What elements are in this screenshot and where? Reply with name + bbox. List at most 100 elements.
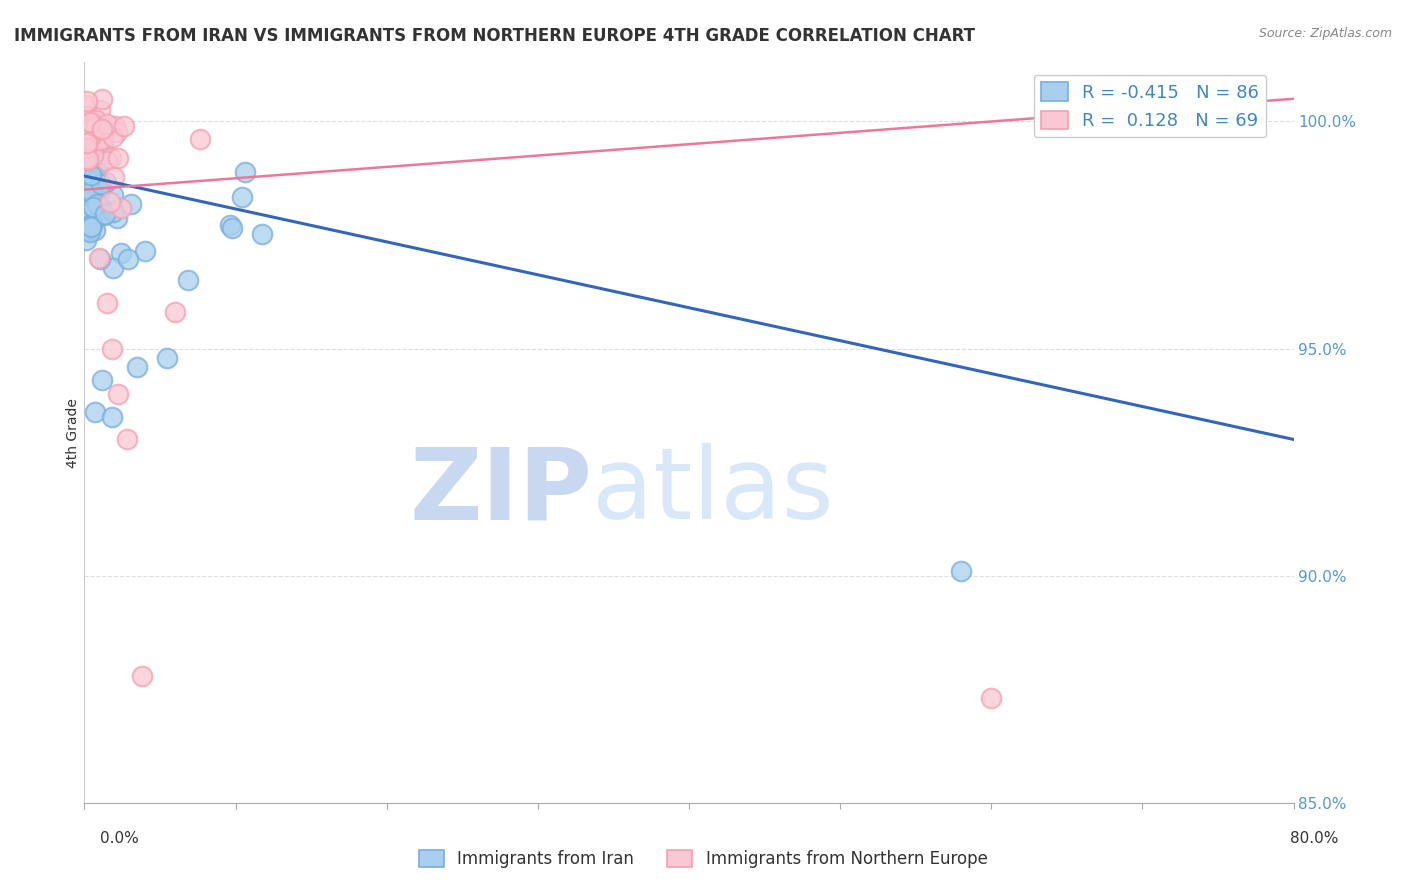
Point xyxy=(76,114,98,128)
Point xyxy=(86,165,108,179)
Text: 80.0%: 80.0% xyxy=(1291,831,1339,846)
Point xyxy=(110,202,132,216)
Point xyxy=(100,409,122,424)
Text: Source: ZipAtlas.com: Source: ZipAtlas.com xyxy=(1258,27,1392,40)
Point xyxy=(82,147,104,161)
Legend: R = -0.415   N = 86, R =  0.128   N = 69: R = -0.415 N = 86, R = 0.128 N = 69 xyxy=(1033,75,1267,137)
Point xyxy=(101,205,124,219)
Point xyxy=(980,691,1002,706)
Point xyxy=(134,244,156,258)
Point xyxy=(76,197,98,211)
Point xyxy=(218,218,240,232)
Point xyxy=(91,373,114,387)
Point xyxy=(76,136,98,151)
Point xyxy=(76,222,98,236)
Point xyxy=(79,136,101,151)
Point xyxy=(79,148,101,162)
Point xyxy=(112,119,135,133)
Point xyxy=(75,201,97,215)
Point xyxy=(89,252,111,267)
Point xyxy=(82,169,104,184)
Point xyxy=(75,118,97,132)
Point xyxy=(84,135,107,149)
Point xyxy=(950,564,973,578)
Point xyxy=(75,141,97,155)
Point xyxy=(79,126,101,140)
Point xyxy=(101,130,124,145)
Point xyxy=(83,124,105,138)
Point xyxy=(105,211,128,225)
Point xyxy=(120,196,142,211)
Point xyxy=(110,246,132,260)
Point xyxy=(91,92,114,106)
Point xyxy=(80,220,103,235)
Text: 0.0%: 0.0% xyxy=(100,831,139,846)
Point xyxy=(80,129,103,144)
Point xyxy=(83,132,105,146)
Point xyxy=(75,145,97,160)
Point xyxy=(89,103,111,118)
Point xyxy=(80,186,103,200)
Text: IMMIGRANTS FROM IRAN VS IMMIGRANTS FROM NORTHERN EUROPE 4TH GRADE CORRELATION CH: IMMIGRANTS FROM IRAN VS IMMIGRANTS FROM … xyxy=(14,27,974,45)
Point xyxy=(77,153,100,168)
Point xyxy=(177,273,200,287)
Point xyxy=(107,387,129,401)
Point xyxy=(83,183,105,197)
Point xyxy=(75,127,97,141)
Point xyxy=(76,139,98,153)
Point xyxy=(91,202,114,216)
Point xyxy=(84,120,107,135)
Point xyxy=(91,130,114,145)
Point xyxy=(83,133,105,147)
Point xyxy=(96,154,118,169)
Point xyxy=(103,188,125,202)
Point xyxy=(75,194,97,208)
Point xyxy=(75,148,97,162)
Point xyxy=(80,170,103,185)
Point xyxy=(75,233,97,247)
Point xyxy=(90,177,112,191)
Point xyxy=(96,118,118,132)
Point xyxy=(82,148,104,162)
Point xyxy=(96,175,118,189)
Point xyxy=(76,153,98,168)
Point xyxy=(80,219,103,234)
Point xyxy=(188,132,211,146)
Point xyxy=(82,190,104,204)
Point xyxy=(80,168,103,182)
Text: ZIP: ZIP xyxy=(409,443,592,541)
Text: atlas: atlas xyxy=(592,443,834,541)
Point xyxy=(79,225,101,239)
Point xyxy=(77,153,100,168)
Point xyxy=(107,151,129,165)
Point xyxy=(105,124,128,138)
Point xyxy=(89,251,111,265)
Point xyxy=(79,142,101,156)
Point xyxy=(100,342,122,356)
Point xyxy=(82,200,104,214)
Point xyxy=(87,140,110,154)
Point xyxy=(231,189,253,203)
Point xyxy=(98,194,121,209)
Point xyxy=(76,128,98,143)
Point xyxy=(96,296,118,310)
Point xyxy=(233,164,256,178)
Point xyxy=(86,196,108,211)
Point xyxy=(94,207,117,221)
Point xyxy=(75,128,97,143)
Point xyxy=(115,433,138,447)
Point xyxy=(103,260,125,275)
Point xyxy=(117,252,139,266)
Point xyxy=(91,136,114,151)
Point xyxy=(82,190,104,204)
Point xyxy=(75,141,97,155)
Point xyxy=(80,135,103,149)
Point xyxy=(77,181,100,195)
Point xyxy=(79,207,101,221)
Point xyxy=(156,351,179,365)
Point xyxy=(87,125,110,139)
Point xyxy=(83,157,105,171)
Point xyxy=(77,218,100,232)
Point xyxy=(104,119,127,133)
Y-axis label: 4th Grade: 4th Grade xyxy=(66,398,80,467)
